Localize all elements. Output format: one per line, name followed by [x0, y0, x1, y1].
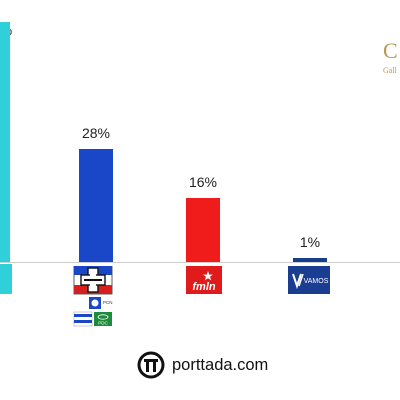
bar-arena-alliance: [79, 149, 113, 262]
fmln-logo: fmln: [186, 266, 222, 294]
value-label-arena: 28%: [81, 125, 111, 142]
vamos-logo-text: VAMOS: [304, 278, 329, 285]
fmln-logo-text: fmln: [192, 281, 216, 293]
bar-fmln: [186, 197, 220, 262]
pollster-logo-letter: C: [383, 40, 398, 63]
pdc-label: PDC: [98, 321, 108, 326]
chart-baseline: [0, 262, 400, 263]
arena-alliance-logo: PCN PDC: [73, 265, 113, 328]
bar-leftmost-cropped: [0, 22, 10, 262]
brand-footer: porttada.com: [136, 350, 268, 380]
leftmost-party-logo: [0, 264, 12, 294]
pollster-logo-text: Gall: [383, 66, 397, 75]
pcn-label: PCN: [103, 300, 113, 305]
value-label-vamos: 1%: [299, 233, 321, 250]
brand-text: porttada.com: [172, 355, 269, 374]
vamos-logo: VAMOS: [288, 266, 330, 294]
pollster-logo: C Gall: [383, 40, 400, 80]
value-label-fmln: 16%: [188, 173, 218, 190]
bar-vamos: [293, 257, 327, 262]
porttada-logo-icon: [137, 351, 165, 379]
